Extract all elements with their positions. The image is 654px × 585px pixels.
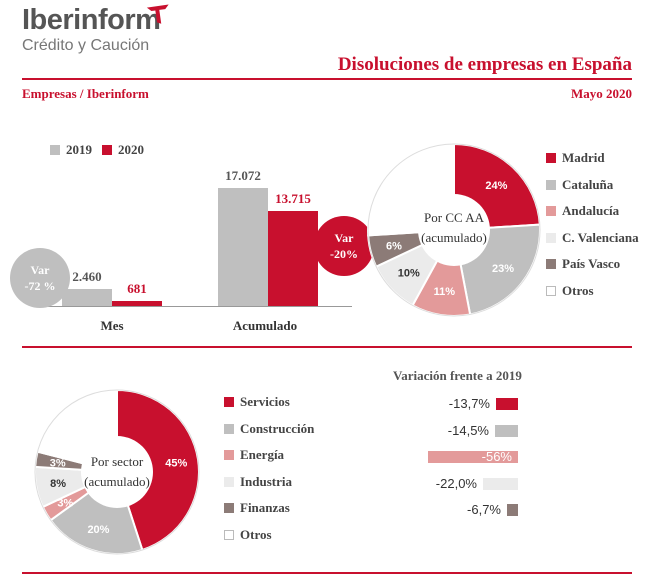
pie-ccaa-legend-label: Cataluña xyxy=(562,176,614,192)
pie-sector-legend-label: Energía xyxy=(240,447,285,462)
pie-sector-legend-swatch xyxy=(224,397,234,407)
pie-sector-legend-item: Finanzas xyxy=(224,500,290,516)
pie-sector-legend-swatch xyxy=(224,503,234,513)
legend-label-2019: 2019 xyxy=(66,142,92,157)
pie-ccaa-label-madrid: 24% xyxy=(485,180,507,192)
source-label: Empresas / Iberinform xyxy=(22,86,149,101)
pie-ccaa: 24% 23% 11% 10% 6% xyxy=(367,142,541,317)
bar-value-2020-mes: 681 xyxy=(127,281,147,296)
var-bubble-acumulado-line2: -20% xyxy=(330,247,358,261)
section-divider xyxy=(22,346,632,348)
variation-value-industria: -22,0% xyxy=(435,475,477,491)
pie-sector-legend-swatch xyxy=(224,450,234,460)
bar-legend: 2019 2020 xyxy=(50,142,144,158)
pie-sector-legend-label: Industria xyxy=(240,473,293,489)
pie-sector-legend-swatch xyxy=(224,476,234,487)
brand-tagline: Crédito y Caución xyxy=(22,37,150,54)
var-bubble-mes: Var -72 % xyxy=(10,248,70,308)
header-divider xyxy=(22,78,632,80)
pie-sector-legend-item: Construcción xyxy=(224,421,314,437)
pie-ccaa-legend-swatch xyxy=(546,206,556,216)
pie-ccaa-legend-item: Otros xyxy=(546,283,594,299)
bar-2020-mes xyxy=(112,301,162,306)
variation-bar-servicios xyxy=(496,398,518,410)
pie-ccaa-label-andaluc-a: 11% xyxy=(434,286,456,298)
pie-sector-title-line2: (acumulado) xyxy=(84,474,150,489)
legend-swatch-2020 xyxy=(102,145,112,155)
pie-ccaa-legend-label: Andalucía xyxy=(562,203,620,218)
brand-arrow-icon xyxy=(146,4,169,24)
pie-ccaa-legend-item: Madrid xyxy=(546,150,605,166)
pie-sector-label-finanzas: 3% xyxy=(50,458,66,470)
pie-sector: 45% 20% 3% 8% 3% xyxy=(34,388,200,555)
pie-sector-legend-label: Otros xyxy=(240,526,272,542)
bar-2020-acumulado xyxy=(268,211,318,306)
pie-ccaa-legend-swatch xyxy=(546,153,556,163)
bar-value-2019-acumulado: 17.072 xyxy=(225,168,261,183)
variation-bar-finanzas xyxy=(507,504,518,516)
bar-axis xyxy=(38,306,352,307)
axis-label-mes: Mes xyxy=(100,318,124,333)
pie-sector-legend-label: Construcción xyxy=(240,420,315,436)
variation-value-servicios: -13,7% xyxy=(448,396,490,411)
variation-bar-construcción xyxy=(495,424,518,437)
variation-value-energía: -56% xyxy=(481,449,512,464)
variation-value-construcción: -14,5% xyxy=(447,422,489,438)
pie-ccaa-legend-item: Andalucía xyxy=(546,203,619,219)
pie-ccaa-legend-swatch xyxy=(546,259,556,269)
pie-sector-legend-item: Otros xyxy=(224,527,272,543)
variation-bar-energía xyxy=(428,451,518,463)
page-title: Disoluciones de empresas en España xyxy=(337,54,632,75)
pie-sector-label-construcci-n: 20% xyxy=(87,524,109,536)
pie-sector-label-industria: 8% xyxy=(50,478,66,490)
bar-2019-acumulado xyxy=(218,188,268,306)
bar-value-2020-acumulado: 13.715 xyxy=(275,191,311,206)
pie-sector-center: Por sector (acumulado) xyxy=(72,452,162,492)
var-bubble-mes-line2: -72 % xyxy=(24,279,56,293)
pie-ccaa-legend-label: Madrid xyxy=(562,150,605,165)
pie-ccaa-title-line2: (acumulado) xyxy=(421,230,487,245)
pie-sector-legend-item: Industria xyxy=(224,474,292,490)
var-bubble-mes-line1: Var xyxy=(30,263,50,277)
date-label: Mayo 2020 xyxy=(570,86,632,101)
bar-value-2019-mes: 2.460 xyxy=(72,269,102,284)
pie-ccaa-title-line1: Por CC AA xyxy=(424,210,484,225)
pie-ccaa-legend-label: Otros xyxy=(562,282,594,298)
pie-ccaa-legend-item: Cataluña xyxy=(546,177,613,193)
pie-ccaa-center: Por CC AA (acumulado) xyxy=(408,208,500,248)
pie-sector-legend-item: Energía xyxy=(224,447,284,463)
pie-ccaa-legend-item: C. Valenciana xyxy=(546,230,639,246)
pie-sector-label-servicios: 45% xyxy=(165,458,187,470)
pie-sector-legend-label: Servicios xyxy=(240,394,290,409)
pie-ccaa-legend-swatch xyxy=(546,285,556,296)
variation-bar-industria xyxy=(483,477,518,490)
pie-ccaa-label-catalu-a: 23% xyxy=(492,263,514,275)
axis-label-acumulado: Acumulado xyxy=(232,318,298,333)
footer-divider xyxy=(22,572,632,574)
pie-sector-legend-swatch xyxy=(224,529,234,540)
pie-sector-label-energ-a: 3% xyxy=(57,498,73,510)
var-bubble-acumulado-line1: Var xyxy=(334,231,354,245)
pie-ccaa-legend-swatch xyxy=(546,179,556,190)
pie-sector-title-line1: Por sector xyxy=(90,454,144,469)
bar-2019-mes xyxy=(62,289,112,306)
variation-title: Variación frente a 2019 xyxy=(393,368,522,383)
var-bubble-acumulado: Var -20% xyxy=(314,216,374,276)
legend-swatch-2019 xyxy=(50,145,60,155)
pie-ccaa-legend-item: País Vasco xyxy=(546,256,620,272)
pie-ccaa-legend-label: C. Valenciana xyxy=(562,229,639,245)
pie-ccaa-label-pa-s-vasco: 6% xyxy=(386,240,402,252)
variation-value-finanzas: -6,7% xyxy=(467,502,501,517)
brand-logo: Iberinform xyxy=(22,4,161,36)
pie-sector-legend-item: Servicios xyxy=(224,394,290,410)
pie-sector-legend-swatch xyxy=(224,423,234,434)
pie-sector-legend-label: Finanzas xyxy=(240,500,290,515)
legend-label-2020: 2020 xyxy=(118,142,144,157)
pie-ccaa-legend-swatch xyxy=(546,232,556,243)
pie-ccaa-legend-label: País Vasco xyxy=(562,256,621,271)
pie-ccaa-label-c-valenciana: 10% xyxy=(398,267,420,279)
